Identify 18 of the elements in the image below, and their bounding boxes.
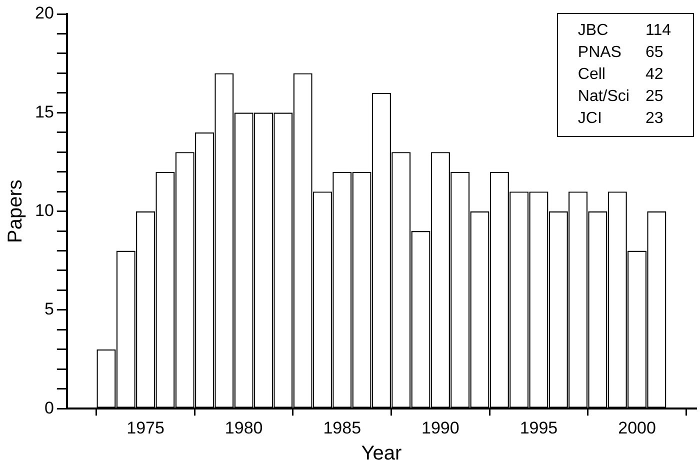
x-tick-label: 1980 (224, 418, 263, 438)
annotation: Nat/Sci 25 (578, 87, 664, 107)
x-tick-label: 1975 (126, 418, 164, 438)
y-axis-title: Papers (4, 180, 27, 243)
x-tick-label: 1995 (520, 418, 558, 438)
x-axis-title: Year (361, 442, 402, 465)
text: Cell 42 (578, 66, 664, 83)
x-tick-label: 2000 (618, 418, 656, 438)
y-tick-label: 20 (34, 4, 54, 23)
y-tick-label: 0 (44, 398, 54, 418)
y-tick-label: 10 (34, 200, 54, 220)
text: JBC 114 (578, 22, 671, 39)
y-tick-label: 5 (44, 300, 54, 319)
text: PNAS 65 (578, 44, 664, 61)
x-tick-label: 1985 (323, 418, 362, 438)
y-tick-label: 15 (34, 102, 54, 122)
x-tick-label: 1990 (422, 418, 460, 438)
text: JCI 23 (578, 110, 664, 127)
